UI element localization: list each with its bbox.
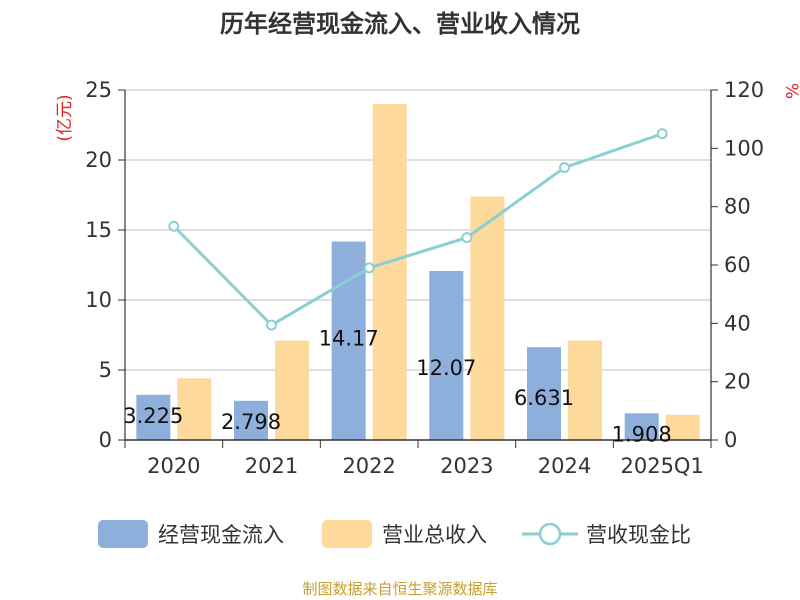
- line-cash-ratio: [172, 132, 663, 327]
- data-label-cash-inflow: 12.07: [416, 356, 476, 380]
- x-tick-label: 2025Q1: [620, 454, 703, 478]
- legend-label-cash-inflow: 经营现金流入: [158, 523, 284, 547]
- data-label-cash-inflow: 14.17: [319, 327, 379, 351]
- point-cash-ratio: [168, 220, 180, 232]
- bar-cash-inflow: [234, 400, 268, 440]
- point-cash-ratio: [559, 162, 570, 174]
- x-tick-label: 2022: [342, 454, 395, 478]
- legend-item-total-revenue[interactable]: 营业总收入: [322, 518, 487, 550]
- bar-cash-inflow: [527, 347, 561, 440]
- chart-title: 历年经营现金流入、营业收入情况: [220, 10, 580, 38]
- x-tick-label: 2020: [147, 454, 200, 478]
- bar-total-revenue: [665, 414, 700, 440]
- source-note: 制图数据来自恒生聚源数据库: [302, 580, 498, 598]
- y-right-tick-label: 20: [724, 370, 751, 394]
- bar-total-revenue: [275, 340, 309, 440]
- y-right-tick-label: 120: [724, 78, 764, 102]
- bar-total-revenue: [470, 196, 505, 440]
- y-right-axis-label: %: [781, 83, 800, 99]
- y-left-tick-label: 5: [99, 358, 112, 382]
- y-left-tick-label: 15: [85, 218, 112, 242]
- data-label-cash-inflow: 1.908: [612, 422, 672, 446]
- legend-item-cash-ratio[interactable]: 营收现金比: [522, 518, 691, 550]
- y-left-tick-label: 10: [85, 288, 112, 312]
- legend-item-cash-inflow[interactable]: 经营现金流入: [98, 518, 284, 550]
- y-left-tick-label: 0: [99, 428, 112, 452]
- x-tick-label: 2021: [245, 454, 298, 478]
- y-right-tick-label: 40: [724, 311, 751, 335]
- point-cash-ratio: [363, 262, 375, 274]
- point-cash-ratio: [266, 319, 277, 331]
- legend-label-total-revenue: 营业总收入: [382, 523, 487, 547]
- y-left-axis-label: (亿元): [55, 94, 75, 141]
- y-right-tick-label: 60: [724, 253, 751, 277]
- x-tick-label: 2024: [538, 454, 591, 478]
- legend-swatch-cash-ratio: [522, 522, 578, 546]
- y-left-tick-label: 20: [85, 148, 112, 172]
- bar-total-revenue: [568, 340, 602, 440]
- y-right-tick-label: 0: [724, 428, 737, 452]
- x-tick-label: 2023: [440, 454, 493, 478]
- y-right-tick-label: 80: [724, 195, 751, 219]
- y-right-tick-label: 100: [724, 136, 764, 160]
- bar-cash-inflow: [429, 271, 464, 440]
- data-label-cash-inflow: 2.798: [221, 410, 281, 434]
- legend-swatch-cash-inflow: [98, 520, 148, 548]
- bar-cash-inflow: [136, 394, 171, 440]
- point-cash-ratio: [461, 232, 473, 244]
- bar-total-revenue: [372, 104, 407, 440]
- bar-total-revenue: [177, 378, 212, 440]
- legend-label-cash-ratio: 营收现金比: [586, 523, 691, 547]
- data-label-cash-inflow: 3.225: [123, 404, 183, 428]
- bar-cash-inflow: [624, 413, 659, 440]
- y-left-tick-label: 25: [85, 78, 112, 102]
- point-cash-ratio: [656, 128, 668, 140]
- data-label-cash-inflow: 6.631: [514, 386, 574, 410]
- legend-swatch-total-revenue: [322, 520, 372, 548]
